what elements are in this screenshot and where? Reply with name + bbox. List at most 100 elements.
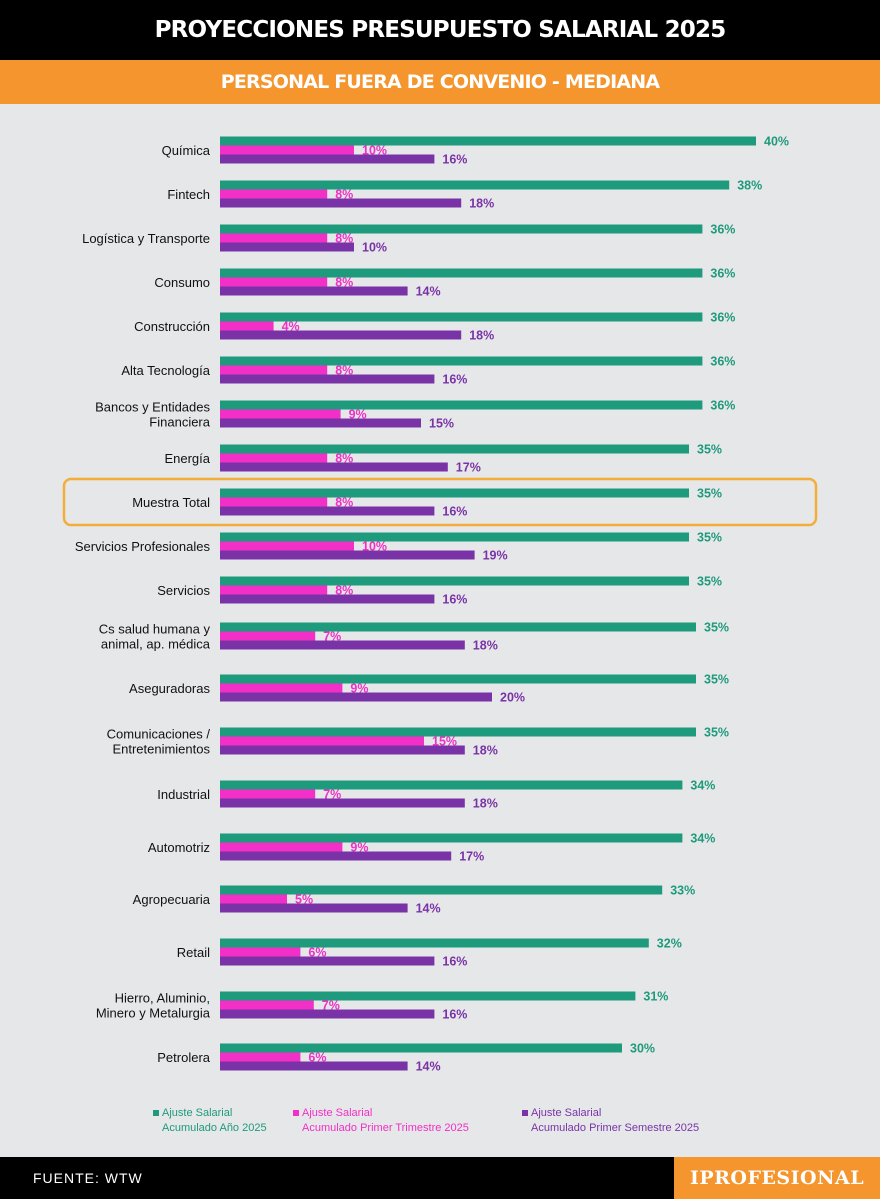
bar	[220, 462, 448, 472]
category-label: Fintech	[167, 187, 210, 202]
bar	[220, 727, 696, 737]
legend-label: Ajuste Salarial	[162, 1107, 233, 1119]
category-label: Construcción	[134, 319, 210, 334]
bar	[220, 224, 703, 234]
bar	[220, 321, 274, 331]
value-label: 35%	[697, 575, 722, 589]
value-label: 9%	[350, 682, 368, 696]
value-label: 34%	[690, 779, 715, 793]
value-label: 16%	[442, 593, 467, 607]
bar	[220, 488, 689, 498]
bar	[220, 894, 287, 904]
legend-swatch-quarter	[293, 1110, 299, 1116]
value-label: 20%	[500, 691, 525, 705]
value-label: 38%	[737, 179, 762, 193]
bar	[220, 938, 649, 948]
bar	[220, 400, 703, 410]
value-label: 34%	[690, 832, 715, 846]
legend: Ajuste Salarial Acumulado Año 2025 Ajust…	[0, 1106, 880, 1146]
value-label: 7%	[323, 630, 341, 644]
value-label: 32%	[657, 937, 682, 951]
value-label: 9%	[350, 841, 368, 855]
legend-label: Acumulado Primer Trimestre 2025	[302, 1122, 469, 1134]
bar	[220, 622, 696, 632]
value-label: 36%	[710, 399, 735, 413]
bar	[220, 851, 452, 861]
bar	[220, 154, 435, 164]
value-label: 14%	[416, 1060, 441, 1074]
bar	[220, 189, 328, 199]
value-label: 35%	[704, 621, 729, 635]
category-label: Retail	[177, 945, 210, 960]
value-label: 9%	[349, 408, 367, 422]
value-label: 8%	[335, 364, 353, 378]
bar	[220, 903, 408, 913]
bar	[220, 198, 462, 208]
category-label: Muestra Total	[132, 495, 210, 510]
bar	[220, 242, 354, 252]
category-label: Hierro, Aluminio, Minero y Metalurgia	[96, 991, 211, 1021]
bar	[220, 956, 435, 966]
bar	[220, 1052, 301, 1062]
bar	[220, 780, 683, 790]
legend-label: Ajuste Salarial	[302, 1107, 373, 1119]
bar	[220, 798, 465, 808]
value-label: 35%	[697, 443, 722, 457]
bar	[220, 991, 636, 1001]
bar	[220, 1000, 314, 1010]
value-label: 18%	[469, 197, 494, 211]
value-label: 10%	[362, 241, 387, 255]
value-label: 15%	[429, 417, 454, 431]
value-label: 10%	[362, 540, 387, 554]
bar	[220, 1061, 408, 1071]
value-label: 8%	[335, 496, 353, 510]
bar	[220, 674, 696, 684]
chart-subtitle: PERSONAL FUERA DE CONVENIO - MEDIANA	[0, 60, 880, 104]
bar	[220, 885, 663, 895]
value-label: 8%	[335, 584, 353, 598]
source-credit: FUENTE: WTW	[33, 1170, 143, 1186]
bar	[220, 409, 341, 419]
legend-label: Acumulado Año 2025	[162, 1122, 267, 1134]
bar	[220, 145, 354, 155]
category-label: Química	[162, 143, 211, 158]
highlight-box	[62, 477, 818, 527]
bar	[220, 550, 475, 560]
category-label: Cs salud humana y animal, ap. médica	[99, 622, 211, 652]
bar	[220, 180, 730, 190]
bar	[220, 585, 328, 595]
bar	[220, 640, 465, 650]
value-label: 6%	[308, 946, 326, 960]
value-label: 16%	[442, 955, 467, 969]
value-label: 17%	[456, 461, 481, 475]
category-label: Comunicaciones / Entretenimientos	[107, 727, 211, 757]
value-label: 18%	[473, 797, 498, 811]
value-label: 35%	[697, 531, 722, 545]
bar	[220, 453, 328, 463]
bar-chart: Química 40% 10% 16% Fintech 38% 8% 18% Logística…	[62, 135, 818, 1074]
legend-label: Acumulado Primer Semestre 2025	[531, 1122, 700, 1134]
value-label: 6%	[308, 1051, 326, 1065]
bar	[220, 683, 343, 693]
category-label: Automotriz	[148, 840, 210, 855]
bar	[220, 268, 703, 278]
bar	[220, 233, 328, 243]
value-label: 35%	[704, 673, 729, 687]
category-label: Alta Tecnología	[121, 363, 210, 378]
category-label: Aseguradoras	[129, 681, 210, 696]
value-label: 36%	[710, 267, 735, 281]
bar	[220, 374, 435, 384]
value-label: 8%	[335, 188, 353, 202]
value-label: 16%	[442, 153, 467, 167]
value-label: 33%	[670, 884, 695, 898]
bar	[220, 833, 683, 843]
value-label: 4%	[282, 320, 300, 334]
bar	[220, 842, 343, 852]
bar	[220, 365, 328, 375]
value-label: 18%	[473, 639, 498, 653]
category-label: Bancos y Entidades Financiera	[95, 400, 211, 430]
value-label: 16%	[442, 373, 467, 387]
category-label: Petrolera	[157, 1050, 211, 1065]
bar	[220, 1043, 622, 1053]
value-label: 16%	[442, 505, 467, 519]
